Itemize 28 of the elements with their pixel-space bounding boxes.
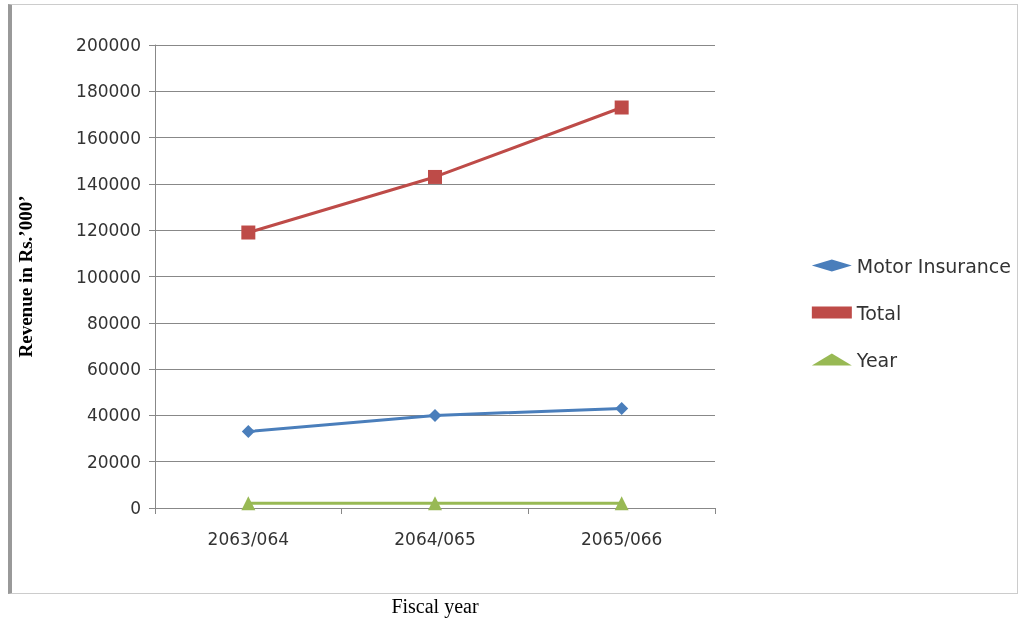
point [614, 496, 629, 511]
y-tick-label: 160000 [76, 127, 141, 148]
y-axis-title: Revenue in Rs.’000’ [15, 195, 36, 358]
point [615, 401, 629, 415]
x-axis-title: Fiscal year [391, 595, 479, 618]
y-tick-label: 60000 [86, 359, 141, 380]
x-tick-label: 2065/066 [580, 528, 663, 549]
y-tick-label: 80000 [86, 312, 141, 333]
x-tick-label: 2063/064 [207, 528, 290, 549]
y-tick-label: 180000 [76, 81, 141, 102]
y-tick-label: 100000 [76, 266, 141, 287]
y-tick-label: 40000 [86, 405, 141, 426]
legend-label: Total [855, 301, 902, 324]
point [241, 425, 255, 439]
y-tick-label: 20000 [86, 451, 141, 472]
point [241, 496, 256, 511]
point [428, 408, 442, 422]
y-tick-label: 120000 [76, 220, 141, 241]
x-tick-label: 2064/065 [394, 528, 476, 549]
legend-label: Year [855, 348, 898, 371]
y-tick-label: 200000 [76, 35, 141, 55]
point [428, 169, 442, 184]
legend-label: Motor Insurance [856, 254, 1012, 277]
point [241, 225, 256, 240]
y-tick-label: 0 [130, 498, 141, 518]
y-tick-label: 140000 [76, 173, 141, 194]
point [614, 100, 629, 115]
point [428, 496, 442, 511]
